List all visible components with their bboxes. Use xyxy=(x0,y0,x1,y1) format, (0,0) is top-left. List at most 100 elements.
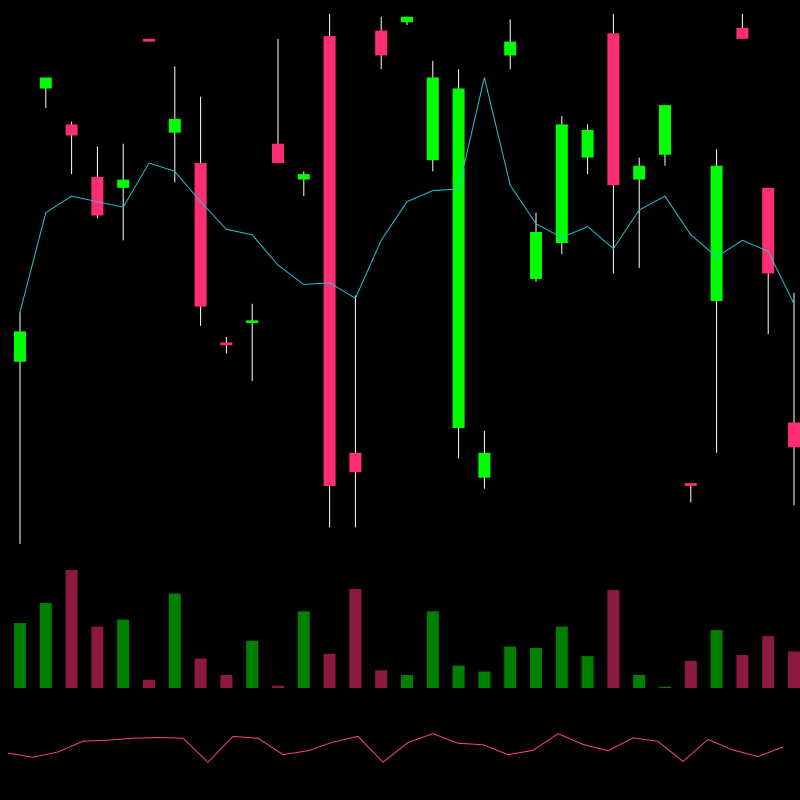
candle xyxy=(323,14,336,528)
candle-body-up xyxy=(478,452,491,478)
volume-bar xyxy=(736,654,749,688)
candle-body-down xyxy=(65,124,78,136)
moving-average-line xyxy=(19,77,795,313)
candle xyxy=(246,303,259,382)
volume-bar xyxy=(478,671,491,688)
volume-bar xyxy=(581,656,594,688)
volume-bar xyxy=(401,675,413,688)
candle xyxy=(504,19,517,70)
candle xyxy=(143,38,155,42)
candle-body-down xyxy=(349,452,362,473)
volume-bar xyxy=(272,685,284,688)
candle-body-up xyxy=(710,165,723,302)
candle-body-down xyxy=(143,38,155,42)
candle xyxy=(168,66,181,183)
candle-body-up xyxy=(504,41,517,56)
volume-bar xyxy=(117,619,130,688)
volume-panel xyxy=(14,570,800,688)
candle-body-down xyxy=(684,483,697,486)
candle xyxy=(633,157,646,268)
candle-body-down xyxy=(762,187,775,274)
candle xyxy=(194,96,207,326)
volume-bar xyxy=(555,626,568,688)
volume-bar xyxy=(323,653,336,688)
candle xyxy=(659,105,671,166)
candles-layer xyxy=(14,14,800,544)
candle xyxy=(272,38,284,164)
volume-bar xyxy=(452,665,465,688)
candle-body-up xyxy=(581,129,594,158)
candle-body-up xyxy=(401,16,413,23)
volume-bar xyxy=(633,675,646,688)
volume-bar xyxy=(530,647,542,688)
volume-bar xyxy=(426,611,439,688)
candle xyxy=(375,16,388,70)
candle xyxy=(555,116,568,255)
oscillator-panel xyxy=(7,733,784,763)
volume-bar xyxy=(684,660,697,688)
volume-bar xyxy=(607,590,620,688)
volume-bar xyxy=(504,646,517,688)
volume-bar xyxy=(375,670,388,688)
candle-body-down xyxy=(220,342,233,346)
oscillator-line xyxy=(7,733,784,763)
volume-bar xyxy=(788,651,800,688)
candle xyxy=(736,14,749,39)
candle xyxy=(607,14,620,274)
volume-bar xyxy=(194,658,207,688)
volume-bar xyxy=(65,570,78,688)
candle xyxy=(452,69,465,459)
volume-bar xyxy=(91,626,104,688)
volume-bar xyxy=(762,636,775,688)
candle-body-up xyxy=(530,232,542,279)
volume-bar xyxy=(143,679,155,688)
moving-average-layer xyxy=(19,77,795,313)
volume-bar xyxy=(349,588,362,688)
candle-body-up xyxy=(246,320,259,324)
candle xyxy=(117,143,130,241)
candle-body-up xyxy=(39,77,52,89)
candle-body-up xyxy=(555,124,568,244)
candle-body-up xyxy=(426,77,439,161)
volume-bar xyxy=(710,630,723,688)
candle xyxy=(684,483,697,503)
volume-bar xyxy=(297,611,310,688)
candle xyxy=(65,121,78,175)
candle xyxy=(788,292,800,506)
candle-body-up xyxy=(168,118,181,133)
candle-body-up xyxy=(14,331,26,362)
candle xyxy=(39,77,52,108)
candle xyxy=(401,16,413,26)
candle-body-down xyxy=(91,176,104,216)
candle-body-down xyxy=(194,163,207,307)
candle xyxy=(349,295,362,528)
candle-body-down xyxy=(607,33,620,186)
candle-body-up xyxy=(117,179,130,188)
candle xyxy=(426,60,439,172)
candle-body-down xyxy=(375,30,388,56)
candle-body-down xyxy=(788,422,800,448)
volume-bar xyxy=(246,640,259,688)
candle-body-up xyxy=(452,88,465,429)
candle xyxy=(478,430,491,489)
candle xyxy=(220,336,233,354)
volume-bar xyxy=(39,603,52,688)
volume-bar xyxy=(220,675,233,688)
candle-body-up xyxy=(659,105,671,155)
candle xyxy=(581,124,594,175)
candle xyxy=(710,149,723,453)
candle xyxy=(762,187,775,335)
candle-body-down xyxy=(272,143,284,164)
volume-bar xyxy=(168,593,181,688)
candle xyxy=(91,146,104,219)
candle-body-down xyxy=(323,36,336,486)
candle-body-up xyxy=(633,165,646,180)
candle-body-up xyxy=(297,174,310,180)
volume-bar xyxy=(14,623,26,688)
volume-bar xyxy=(659,686,671,688)
candle-body-down xyxy=(736,27,749,39)
candle xyxy=(14,312,26,544)
candle xyxy=(297,171,310,197)
